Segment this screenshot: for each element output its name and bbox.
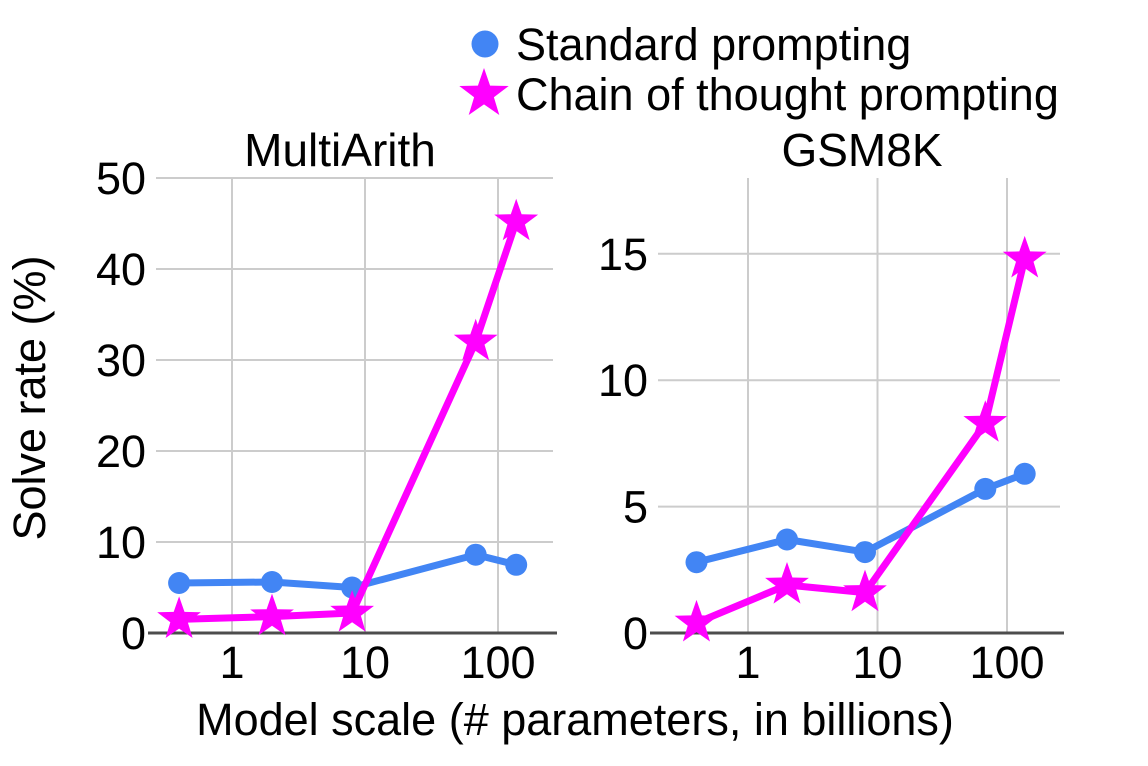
marker-circle-icon	[1013, 462, 1036, 485]
chart-title: GSM8K	[781, 124, 942, 176]
x-tick-label: 10	[852, 637, 902, 688]
x-axis-label: Model scale (# parameters, in billions)	[196, 694, 954, 745]
marker-star-icon	[674, 599, 719, 642]
marker-star-icon	[963, 400, 1008, 442]
series-line-cot	[693, 255, 1029, 627]
legend: Standard prompting Chain of thought prom…	[458, 20, 1059, 120]
y-tick-label: 40	[96, 244, 146, 295]
legend-item-cot: Chain of thought prompting	[458, 68, 1059, 120]
y-tick-label: 20	[96, 426, 146, 477]
marker-circle-icon	[168, 572, 191, 594]
x-tick-label: 1	[219, 637, 244, 688]
marker-star-icon	[453, 318, 498, 361]
marker-star-icon	[1002, 235, 1047, 278]
marker-circle-icon	[974, 477, 997, 500]
marker-circle-icon	[464, 543, 487, 566]
y-tick-label: 15	[598, 229, 648, 280]
y-tick-label: 50	[96, 153, 146, 204]
star-marker-icon	[459, 68, 509, 115]
y-tick-label: 0	[623, 608, 648, 659]
chart-title: MultiArith	[244, 124, 436, 176]
legend-label-cot: Chain of thought prompting	[516, 68, 1059, 120]
marker-circle-icon	[854, 541, 876, 564]
marker-star-icon	[157, 596, 201, 638]
marker-star-icon	[494, 198, 539, 241]
marker-circle-icon	[685, 551, 708, 574]
x-tick-label: 1	[735, 637, 760, 688]
legend-item-standard: Standard prompting	[458, 20, 1059, 68]
marker-star-icon	[330, 590, 374, 632]
marker-circle-icon	[505, 553, 528, 576]
marker-star-icon	[843, 569, 887, 612]
y-tick-label: 5	[623, 482, 648, 533]
y-tick-label: 10	[598, 355, 648, 406]
marker-circle-icon	[261, 571, 283, 593]
y-tick-label: 30	[96, 335, 146, 386]
x-tick-label: 100	[969, 637, 1044, 688]
y-tick-label: 0	[121, 608, 146, 659]
y-tick-label: 10	[96, 517, 146, 568]
marker-star-icon	[765, 562, 809, 604]
marker-circle-icon	[776, 528, 798, 551]
legend-label-standard: Standard prompting	[516, 18, 912, 70]
x-tick-label: 10	[340, 637, 390, 688]
circle-marker-icon	[471, 30, 499, 58]
x-tick-label: 100	[460, 637, 535, 688]
marker-star-icon	[250, 593, 294, 636]
